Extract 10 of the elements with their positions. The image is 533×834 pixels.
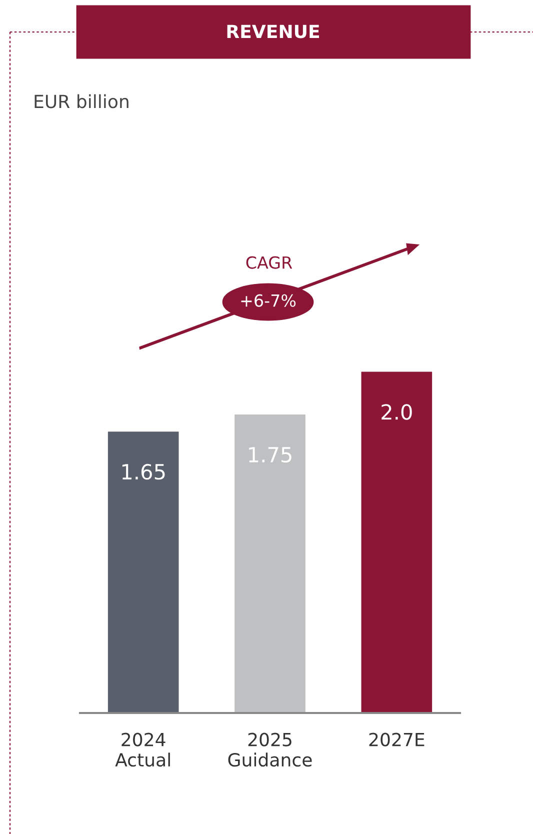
chart-subtitle: EUR billion [34, 94, 128, 108]
data-label: 2.0 [382, 404, 412, 420]
text: +6-7% [241, 294, 296, 307]
data-label: 1.65 [122, 464, 165, 480]
x-tick-label: 2025 Guidance [228, 732, 312, 767]
text: CAGR [246, 256, 292, 269]
data-label: 1.75 [249, 447, 292, 463]
x-tick-label: 2024 Actual [115, 732, 170, 767]
chart-title: REVENUE [227, 24, 320, 38]
x-tick-label: 2027E [369, 732, 424, 746]
